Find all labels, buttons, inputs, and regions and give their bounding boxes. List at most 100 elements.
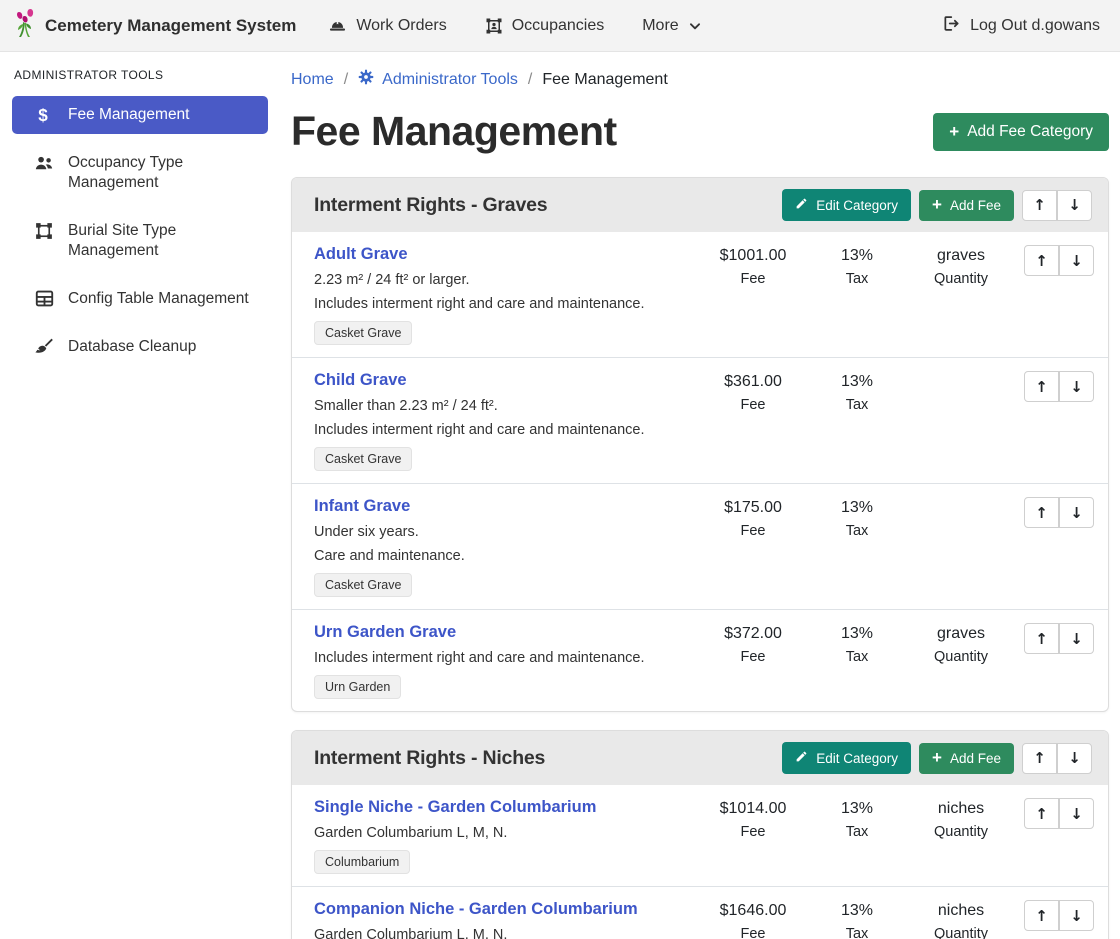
plus-icon: + xyxy=(949,121,960,141)
fee-amount-value: $1001.00 xyxy=(719,247,787,264)
fee-row: Infant Grave Under six years. Care and m… xyxy=(292,483,1108,609)
fee-reorder-group: ↑ ↓ xyxy=(1024,900,1094,931)
fee-tax-value: 13% xyxy=(840,800,874,817)
sidebar-item-label: Burial Site Type Management xyxy=(68,222,177,259)
sidebar-item-config-table[interactable]: Config Table Management xyxy=(12,280,268,318)
fee-tax-column: 13% Tax xyxy=(808,623,906,699)
breadcrumb-current: Fee Management xyxy=(542,70,668,88)
fee-quantity-column: niches Quantity xyxy=(906,900,1016,939)
fee-tax-label: Tax xyxy=(845,824,869,840)
add-fee-category-label: Add Fee Category xyxy=(967,122,1093,140)
nav-work-orders[interactable]: Work Orders xyxy=(328,16,447,35)
fee-name-link[interactable]: Urn Garden Grave xyxy=(314,623,457,641)
fee-quantity-value: graves xyxy=(936,625,986,642)
fee-name-link[interactable]: Single Niche - Garden Columbarium xyxy=(314,798,597,816)
add-fee-button[interactable]: + Add Fee xyxy=(919,742,1014,774)
move-fee-up-button[interactable]: ↑ xyxy=(1024,900,1059,931)
sidebar-item-database-cleanup[interactable]: Database Cleanup xyxy=(12,328,268,366)
move-fee-down-button[interactable]: ↓ xyxy=(1059,497,1094,528)
fee-name-link[interactable]: Child Grave xyxy=(314,371,407,389)
move-category-up-button[interactable]: ↑ xyxy=(1022,742,1057,774)
broom-icon xyxy=(34,338,54,356)
fee-description: Care and maintenance. xyxy=(314,548,465,564)
fee-amount-label: Fee xyxy=(740,649,766,665)
fee-amount-column: $361.00 Fee xyxy=(698,371,808,471)
move-fee-up-button[interactable]: ↑ xyxy=(1024,371,1059,402)
category-title: Interment Rights - Niches xyxy=(314,746,546,769)
gear-icon xyxy=(358,69,374,90)
navbar-links: Work Orders Occupancies More xyxy=(328,16,701,35)
fee-tax-column: 13% Tax xyxy=(808,497,906,597)
move-fee-up-button[interactable]: ↑ xyxy=(1024,497,1059,528)
move-fee-down-button[interactable]: ↓ xyxy=(1059,245,1094,276)
sidebar-item-label: Occupancy Type Management xyxy=(68,154,184,191)
vector-square-icon xyxy=(34,222,54,240)
move-fee-up-button[interactable]: ↑ xyxy=(1024,798,1059,829)
fee-quantity-value: graves xyxy=(936,247,986,264)
move-fee-down-button[interactable]: ↓ xyxy=(1059,371,1094,402)
move-fee-down-button[interactable]: ↓ xyxy=(1059,623,1094,654)
fee-quantity-column: graves Quantity xyxy=(906,245,1016,345)
add-fee-category-button[interactable]: + Add Fee Category xyxy=(933,112,1109,151)
dollar-icon: $ xyxy=(34,106,54,125)
move-fee-down-button[interactable]: ↓ xyxy=(1059,798,1094,829)
fee-amount-column: $175.00 Fee xyxy=(698,497,808,597)
fee-amount-label: Fee xyxy=(740,397,766,413)
sidebar-item-occupancy-type[interactable]: Occupancy Type Management xyxy=(12,144,268,202)
fee-name-link[interactable]: Adult Grave xyxy=(314,245,408,263)
fee-name-link[interactable]: Companion Niche - Garden Columbarium xyxy=(314,900,638,918)
pencil-icon xyxy=(795,197,808,213)
move-fee-up-button[interactable]: ↑ xyxy=(1024,245,1059,276)
nav-more[interactable]: More xyxy=(642,17,701,35)
fee-reorder-group: ↑ ↓ xyxy=(1024,798,1094,829)
fee-description: Under six years. xyxy=(314,524,419,540)
nav-occupancies[interactable]: Occupancies xyxy=(485,17,604,35)
fee-tax-column: 13% Tax xyxy=(808,798,906,874)
nav-more-label: More xyxy=(642,16,679,34)
burial-site-type-badge: Urn Garden xyxy=(314,675,402,699)
add-fee-button[interactable]: + Add Fee xyxy=(919,189,1014,221)
sidebar-item-burial-site-type[interactable]: Burial Site Type Management xyxy=(12,212,268,270)
category-header: Interment Rights - Graves Edit Category … xyxy=(292,178,1108,232)
app-brand[interactable]: Cemetery Management System xyxy=(14,8,296,43)
fee-row: Urn Garden Grave Includes interment righ… xyxy=(292,609,1108,711)
category-title: Interment Rights - Graves xyxy=(314,193,548,216)
breadcrumb-separator: / xyxy=(343,70,349,88)
move-category-up-button[interactable]: ↑ xyxy=(1022,189,1057,221)
top-navbar: Cemetery Management System Work Orders xyxy=(0,0,1120,52)
fee-quantity-label: Quantity xyxy=(934,649,988,665)
plus-icon: + xyxy=(932,748,942,767)
svg-text:$: $ xyxy=(38,106,48,125)
breadcrumb: Home / xyxy=(291,69,1109,90)
fee-row: Companion Niche - Garden Columbarium Gar… xyxy=(292,886,1108,939)
breadcrumb-home-link[interactable]: Home xyxy=(291,70,334,88)
fee-tax-value: 13% xyxy=(840,625,874,642)
logout-button[interactable]: Log Out d.gowans xyxy=(941,14,1100,38)
fee-tax-label: Tax xyxy=(845,926,869,939)
move-category-down-button[interactable]: ↓ xyxy=(1057,189,1092,221)
fee-tax-label: Tax xyxy=(845,649,869,665)
fee-name-link[interactable]: Infant Grave xyxy=(314,497,411,515)
burial-site-type-badge: Casket Grave xyxy=(314,321,413,345)
occupant-frame-icon xyxy=(485,17,503,35)
sidebar-item-fee-management[interactable]: $ Fee Management xyxy=(12,96,268,134)
fee-quantity-label: Quantity xyxy=(934,824,988,840)
fee-description: Smaller than 2.23 m² / 24 ft². xyxy=(314,398,498,414)
fee-rows-container: Adult Grave 2.23 m² / 24 ft² or larger. … xyxy=(292,232,1108,711)
fee-quantity-value: niches xyxy=(937,902,985,919)
fee-amount-column: $1014.00 Fee xyxy=(698,798,808,874)
fee-category-card: Interment Rights - Niches Edit Category … xyxy=(291,730,1109,939)
move-fee-down-button[interactable]: ↓ xyxy=(1059,900,1094,931)
fee-description: 2.23 m² / 24 ft² or larger. xyxy=(314,272,470,288)
add-fee-label: Add Fee xyxy=(949,197,1001,213)
edit-category-label: Edit Category xyxy=(816,750,899,766)
edit-category-button[interactable]: Edit Category xyxy=(782,189,912,221)
move-category-down-button[interactable]: ↓ xyxy=(1057,742,1092,774)
edit-category-button[interactable]: Edit Category xyxy=(782,742,912,774)
move-fee-up-button[interactable]: ↑ xyxy=(1024,623,1059,654)
fee-category-card: Interment Rights - Graves Edit Category … xyxy=(291,177,1109,712)
fee-tax-label: Tax xyxy=(845,271,869,287)
logout-label: Log Out d.gowans xyxy=(970,16,1100,34)
breadcrumb-admin-tools-link[interactable]: Administrator Tools xyxy=(358,69,518,90)
sidebar: ADMINISTRATOR TOOLS $ Fee Management Occ… xyxy=(0,52,280,376)
